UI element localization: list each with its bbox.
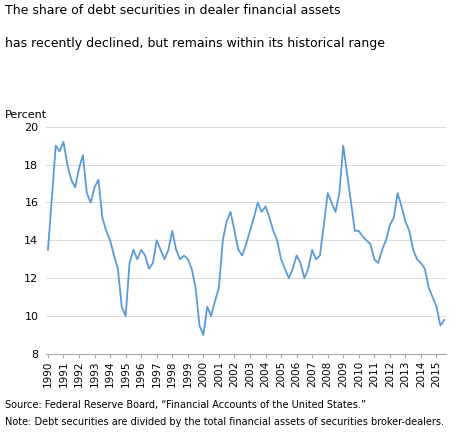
Text: Source: Federal Reserve Board, “Financial Accounts of the United States.”: Source: Federal Reserve Board, “Financia…: [5, 400, 365, 410]
Text: has recently declined, but remains within its historical range: has recently declined, but remains withi…: [5, 37, 384, 50]
Text: Note: Debt securities are divided by the total financial assets of securities br: Note: Debt securities are divided by the…: [5, 417, 442, 427]
Text: The share of debt securities in dealer financial assets: The share of debt securities in dealer f…: [5, 4, 339, 17]
Text: Percent: Percent: [5, 110, 47, 120]
